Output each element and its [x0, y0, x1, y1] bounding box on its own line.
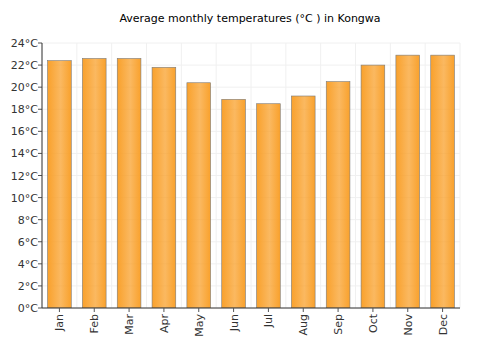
tick-mark: [38, 308, 42, 309]
x-tick-mark: [338, 308, 339, 312]
x-tick-label: Oct: [367, 313, 380, 333]
bar: [326, 82, 350, 308]
grid: [42, 43, 460, 308]
x-tick-mark: [442, 308, 443, 312]
grid-line-vertical: [251, 43, 252, 308]
y-tick-label: 10°C: [11, 192, 38, 205]
bar: [82, 58, 106, 308]
x-tick-mark: [163, 308, 164, 312]
grid-line-vertical: [390, 43, 391, 308]
tick-mark: [38, 219, 42, 220]
bar: [48, 61, 72, 308]
tick-mark: [38, 241, 42, 242]
y-tick-label: 2°C: [18, 280, 38, 293]
y-tick-label: 14°C: [11, 147, 38, 160]
y-tick-label: 4°C: [18, 258, 38, 271]
grid-line-vertical: [181, 43, 182, 308]
x-axis: [42, 308, 460, 309]
grid-line-vertical: [76, 43, 77, 308]
grid-line-vertical: [42, 43, 43, 308]
tick-mark: [38, 87, 42, 88]
title: Average monthly temperatures (°C ) in Ko…: [119, 12, 380, 25]
tick-mark: [38, 153, 42, 154]
bars: [48, 55, 455, 308]
grid-line: [42, 308, 460, 309]
x-tick-label: Jul: [262, 314, 275, 328]
bar: [431, 55, 455, 308]
grid-line-vertical: [285, 43, 286, 308]
tick-mark: [38, 263, 42, 264]
grid-line-vertical: [146, 43, 147, 308]
grid-line-vertical: [216, 43, 217, 308]
y-tick-label: 18°C: [11, 103, 38, 116]
tick-mark: [38, 109, 42, 110]
y-tick-label: 6°C: [18, 236, 38, 249]
y-tick-label: 20°C: [11, 81, 38, 94]
x-tick-mark: [303, 308, 304, 312]
tick-mark: [38, 43, 42, 44]
x-tick-mark: [407, 308, 408, 312]
x-tick-mark: [129, 308, 130, 312]
bar: [187, 83, 211, 308]
y-tick-label: 0°C: [18, 302, 38, 315]
tick-mark: [38, 175, 42, 176]
y-tick-label: 8°C: [18, 214, 38, 227]
bar: [396, 55, 420, 308]
x-tick-mark: [94, 308, 95, 312]
grid-line-vertical: [355, 43, 356, 308]
chart: Average monthly temperatures (°C ) in Ko…: [0, 0, 500, 350]
y-axis: [42, 43, 43, 308]
x-tick-label: Mar: [123, 314, 136, 335]
x-tick-label: Dec: [437, 314, 450, 335]
x-tick-mark: [59, 308, 60, 312]
x-tick-label: Apr: [158, 314, 171, 334]
x-tick-mark: [233, 308, 234, 312]
x-tick-label: Sep: [332, 314, 345, 335]
x-tick-label: Jan: [53, 314, 66, 332]
bar: [361, 65, 385, 308]
x-tick-label: Aug: [297, 314, 310, 335]
x-tick-mark: [198, 308, 199, 312]
tick-mark: [38, 65, 42, 66]
bar: [117, 58, 141, 308]
y-tick-label: 24°C: [11, 37, 38, 50]
y-tick-label: 12°C: [11, 170, 38, 183]
bar: [291, 96, 315, 308]
grid-line-vertical: [111, 43, 112, 308]
x-tick-label: May: [193, 314, 206, 337]
grid-line-vertical: [425, 43, 426, 308]
bar: [222, 99, 246, 308]
x-tick-mark: [268, 308, 269, 312]
grid-line-vertical: [320, 43, 321, 308]
x-tick-label: Feb: [88, 314, 101, 333]
x-tick-label: Jun: [228, 314, 241, 332]
tick-mark: [38, 131, 42, 132]
tick-mark: [38, 197, 42, 198]
tick-mark: [38, 285, 42, 286]
y-tick-label: 16°C: [11, 125, 38, 138]
bar: [152, 67, 176, 308]
bar: [257, 104, 281, 308]
x-tick-mark: [372, 308, 373, 312]
grid-line-vertical: [460, 43, 461, 308]
y-tick-label: 22°C: [11, 59, 38, 72]
x-tick-label: Nov: [402, 314, 415, 336]
